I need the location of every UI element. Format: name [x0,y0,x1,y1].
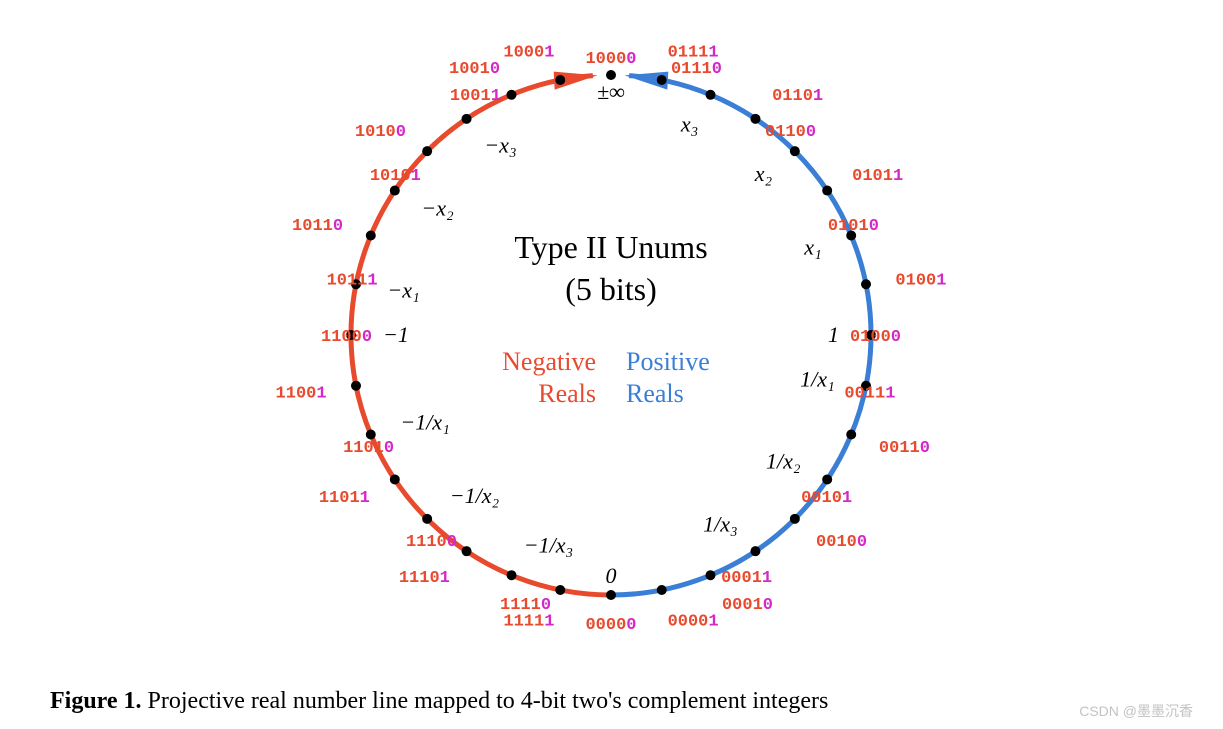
bit-label: 00110 [879,439,930,458]
bit-label: 10100 [355,123,406,142]
circle-point [657,75,667,85]
bit-label: 01010 [828,217,879,236]
positive-reals-label-1: Positive [626,347,710,376]
value-label: −1/x₃ [524,533,573,558]
figure-container: 0000000000100010000111/x₃00100001011/x₂0… [0,0,1223,729]
bit-label: 10101 [370,167,421,186]
circle-point [422,514,432,524]
circle-point [861,279,871,289]
value-label: 1/x₁ [800,366,835,391]
value-label: 1/x₂ [766,449,801,474]
circle-point [790,514,800,524]
bit-label: 10010 [449,60,500,79]
bit-label: 01101 [772,87,823,106]
value-label: −x₃ [484,132,516,157]
figure-caption-text: Projective real number line mapped to 4-… [142,688,829,714]
value-label: −1 [383,322,409,347]
circle-point [750,114,760,124]
bit-label: 10000 [585,50,636,69]
value-label: 0 [606,563,617,588]
circle-point [790,146,800,156]
value-label: x₃ [680,111,698,136]
circle-point [555,585,565,595]
bit-label: 01100 [765,123,816,142]
watermark: CSDN @墨墨沉香 [1079,701,1193,721]
circle-point [822,186,832,196]
bit-label: 11111 [503,612,554,631]
circle-point [507,90,517,100]
bit-label: 10001 [503,44,554,63]
bit-label: 01001 [895,271,946,290]
circle-point [555,75,565,85]
bit-label: 00101 [801,489,852,508]
bit-label: 11001 [276,385,327,404]
bit-label: 01111 [668,44,719,63]
figure-number: Figure 1. [50,688,142,714]
circle-point [822,474,832,484]
bit-label: 01011 [852,167,903,186]
bit-label: 10011 [450,87,501,106]
circle-point [657,585,667,595]
circle-point [705,90,715,100]
circle-point [390,474,400,484]
diagram-title-line1: Type II Unums [514,229,707,265]
circle-point [390,186,400,196]
value-label: x₁ [803,235,821,260]
circle-point [507,570,517,580]
value-label: −1/x₁ [400,409,449,434]
figure-caption: Figure 1. Projective real number line ma… [50,688,828,715]
negative-reals-label-2: Reals [538,379,596,408]
bit-label: 00001 [668,612,719,631]
value-label: −x₁ [387,278,419,303]
bit-label: 00011 [721,569,772,588]
bit-label: 00111 [844,385,895,404]
unum-circle-diagram: 0000000000100010000111/x₃00100001011/x₂0… [0,0,1223,729]
circle-point [366,231,376,241]
bit-label: 01000 [850,328,901,347]
bit-label: 01110 [671,60,722,79]
bit-label: 11101 [399,569,450,588]
negative-reals-label-1: Negative [502,347,596,376]
circle-point [750,546,760,556]
value-label: −x₂ [421,195,454,220]
bit-label: 11000 [321,328,372,347]
bit-label: 00100 [816,533,867,552]
bit-label: 00000 [585,616,636,635]
bit-label: 11010 [343,439,394,458]
positive-reals-label-2: Reals [626,379,684,408]
value-label: ±∞ [597,79,625,104]
bit-label: 00010 [722,596,773,615]
circle-point [606,590,616,600]
bit-label: 11011 [319,489,370,508]
circle-point [422,146,432,156]
circle-point [462,546,472,556]
bit-label: 11100 [406,533,457,552]
bit-label: 10110 [292,217,343,236]
value-label: −1/x₂ [450,483,500,508]
bit-label: 10111 [327,271,378,290]
circle-point [705,570,715,580]
diagram-title-line2: (5 bits) [565,271,657,307]
value-label: x₂ [754,161,773,186]
circle-point [462,114,472,124]
value-label: 1/x₃ [703,512,738,537]
circle-point [846,429,856,439]
value-label: 1 [828,322,839,347]
circle-point [351,381,361,391]
